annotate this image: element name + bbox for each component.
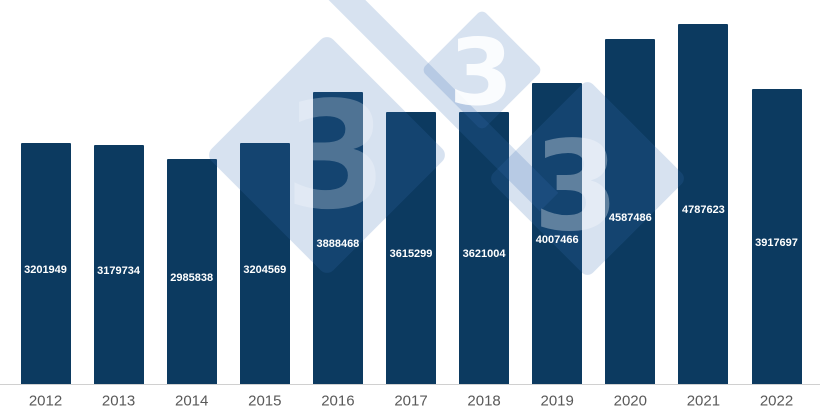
x-axis-label-2016: 2016 [321,392,355,410]
x-axis-label-2014: 2014 [175,392,209,410]
bar-2020 [605,39,656,384]
bar-2012 [20,143,71,384]
x-axis-label-2013: 2013 [101,392,136,410]
x-axis-label-2017: 2017 [394,392,428,410]
x-axis-label-2012: 2012 [28,392,63,410]
x-axis-label-2021: 2021 [686,392,721,410]
bar-2022 [751,89,802,384]
x-axis-line [0,384,820,385]
x-axis-label-2020: 2020 [613,392,647,410]
x-axis-label-2015: 2015 [248,392,282,410]
bar-2017 [386,112,436,384]
x-axis-label-2022: 2022 [759,392,794,410]
bar-2016 [312,92,363,384]
bar-2018 [459,112,510,384]
bar-2019 [532,83,583,384]
bar-2013 [93,145,144,384]
bar-2015 [239,143,290,384]
bar-2021 [678,24,729,384]
x-axis-label-2019: 2019 [540,392,574,410]
bar-2014 [166,159,217,384]
x-axis-label-2018: 2018 [467,392,501,410]
